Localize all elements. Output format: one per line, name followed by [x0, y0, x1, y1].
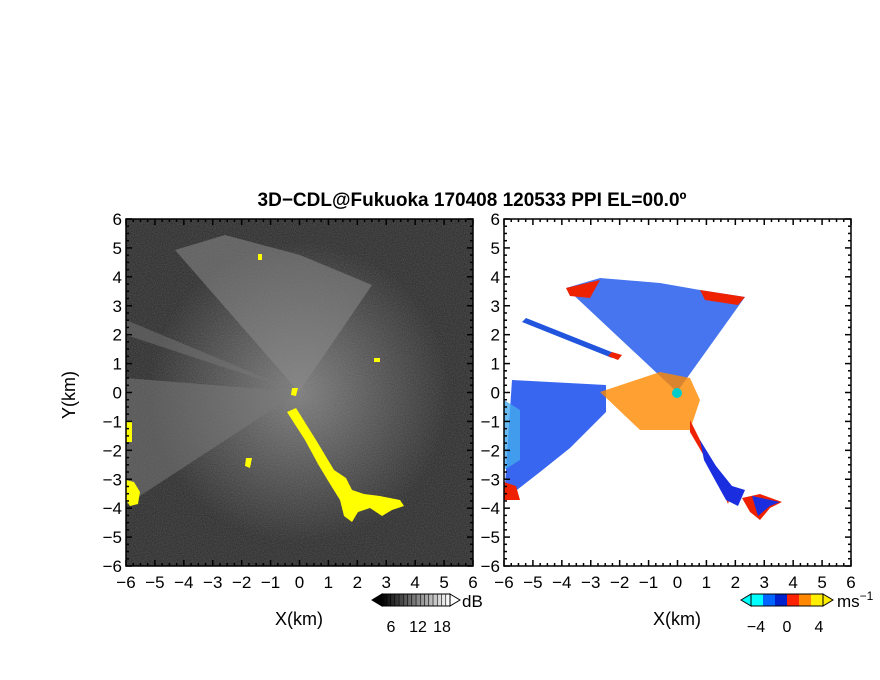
- velocity-colorbar-cells: [750, 593, 824, 607]
- velocity-colorbar-tick-label: 0: [783, 619, 792, 636]
- reflectivity-colorbar-tick-label: 18: [433, 619, 451, 636]
- reflectivity-colorbar-ticks: 6 12 18: [381, 594, 451, 636]
- velocity-colorbar-cell: [811, 594, 823, 606]
- velocity-x-tick-label: −5: [523, 573, 542, 592]
- reflectivity-axis-ticks: [125, 218, 474, 567]
- reflectivity-y-tick-label: −4: [103, 499, 122, 518]
- reflectivity-y-tick-label: 1: [113, 355, 122, 374]
- reflectivity-colorbar-tick-label: 6: [387, 619, 396, 636]
- velocity-colorbar-cell: [799, 594, 811, 606]
- velocity-y-tick-label: 6: [491, 210, 500, 229]
- velocity-y-tick-label: 3: [491, 297, 500, 316]
- reflectivity-colorbar: dB 6 12 18: [371, 592, 483, 636]
- reflectivity-y-tick-label: −3: [103, 470, 122, 489]
- velocity-region-west: [504, 380, 606, 500]
- highlight-echo: [126, 254, 404, 522]
- reflectivity-x-tick-label: 3: [382, 573, 391, 592]
- velocity-x-tick-label: 5: [817, 573, 826, 592]
- velocity-axis-ticks: [503, 218, 852, 567]
- reflectivity-x-axis-label: X(km): [275, 609, 323, 629]
- reflectivity-y-tick-label: 2: [113, 326, 122, 345]
- velocity-x-tick-label: 6: [846, 573, 855, 592]
- velocity-x-tick-label: −1: [639, 573, 658, 592]
- reflectivity-y-axis-label: Y(km): [59, 371, 79, 419]
- velocity-y-tick-label: −3: [481, 470, 500, 489]
- reflectivity-y-tick-label: 3: [113, 297, 122, 316]
- velocity-y-tick-label: 4: [491, 268, 500, 287]
- reflectivity-y-tick-label: −2: [103, 441, 122, 460]
- reflectivity-x-tick-label: 5: [439, 573, 448, 592]
- velocity-y-tick-label: 0: [491, 384, 500, 403]
- reflectivity-panel: −6 −5 −4 −3 −2 −1 0 1 2 3 4 5 6 6543210−1−2−3−4−5−6 …: [59, 210, 478, 629]
- reflectivity-y-tick-labels: 6 5 4 3 2 1 0 −1 −2 −3 −4 −5 −6: [103, 210, 122, 576]
- velocity-region-northwest-beam: [522, 318, 614, 358]
- velocity-colorbar: ms−1 −4 0 4: [740, 589, 874, 636]
- velocity-y-tick-label: −6: [481, 557, 500, 576]
- velocity-x-tick-labels: −6 −5 −4 −3 −2 −1 0 1 2 3 4 5 6: [494, 573, 855, 592]
- reflectivity-x-tick-labels: −6 −5 −4 −3 −2 −1 0 1 2 3 4 5 6: [116, 573, 477, 592]
- velocity-y-tick-label: 1: [491, 355, 500, 374]
- velocity-colorbar-cell: [751, 594, 763, 606]
- velocity-y-tick-label: −2: [481, 441, 500, 460]
- velocity-colorbar-unit-exponent: −1: [860, 589, 874, 603]
- reflectivity-y-tick-label: 5: [113, 239, 122, 258]
- reflectivity-y-tick-label: −1: [103, 412, 122, 431]
- velocity-colorbar-tick-label: −4: [747, 619, 765, 636]
- velocity-region-west-light: [504, 400, 520, 470]
- chart-title: 3D−CDL@Fukuoka 170408 120533 PPI EL=00.0…: [258, 190, 687, 211]
- reflectivity-colorbar-unit: dB: [462, 592, 483, 611]
- velocity-x-tick-label: 4: [788, 573, 797, 592]
- velocity-colorbar-ticks: −4 0 4: [747, 619, 824, 636]
- reflectivity-x-tick-label: 1: [324, 573, 333, 592]
- velocity-x-tick-label: −4: [552, 573, 571, 592]
- velocity-colorbar-unit: ms−1: [837, 589, 874, 611]
- reflectivity-x-tick-label: 4: [410, 573, 419, 592]
- echo-sector-west: [126, 378, 299, 505]
- reflectivity-colorbar-tick-label: 12: [409, 619, 427, 636]
- velocity-y-tick-labels: 6 5 4 3 2 1 0 −1 −2 −3 −4 −5 −6: [481, 210, 500, 576]
- reflectivity-x-tick-label: 6: [468, 573, 477, 592]
- velocity-y-tick-label: 5: [491, 239, 500, 258]
- reflectivity-x-tick-label: −6: [116, 573, 135, 592]
- radar-site-marker: [672, 388, 682, 398]
- velocity-region-center-orange: [600, 372, 700, 430]
- velocity-colorbar-tick-label: 4: [815, 619, 824, 636]
- velocity-x-tick-label: 0: [673, 573, 682, 592]
- reflectivity-x-tick-label: −4: [174, 573, 193, 592]
- reflectivity-x-tick-label: 0: [295, 573, 304, 592]
- velocity-x-tick-label: 3: [760, 573, 769, 592]
- reflectivity-y-tick-label: −5: [103, 528, 122, 547]
- reflectivity-x-tick-label: 2: [353, 573, 362, 592]
- reflectivity-y-tick-label: 6: [113, 210, 122, 229]
- reflectivity-x-tick-label: −2: [232, 573, 251, 592]
- reflectivity-x-tick-label: −1: [261, 573, 280, 592]
- reflectivity-x-tick-label: −3: [203, 573, 222, 592]
- velocity-x-tick-label: 2: [731, 573, 740, 592]
- reflectivity-x-tick-label: −5: [145, 573, 164, 592]
- velocity-x-tick-label: 1: [702, 573, 711, 592]
- echo-sector-north: [175, 235, 372, 392]
- doppler-velocity-panel: −6 −5 −4 −3 −2 −1 0 1 2 3 4 5 6 6543210−1−2−3−4−5−6 …: [481, 210, 856, 629]
- velocity-y-tick-label: −5: [481, 528, 500, 547]
- velocity-x-tick-label: −6: [494, 573, 513, 592]
- reflectivity-y-tick-label: 4: [113, 268, 122, 287]
- velocity-region-north: [566, 278, 745, 392]
- velocity-x-tick-label: −3: [581, 573, 600, 592]
- velocity-y-tick-label: −1: [481, 412, 500, 431]
- velocity-y-tick-label: 2: [491, 326, 500, 345]
- echo-sector-northwest: [126, 320, 299, 392]
- velocity-colorbar-cell: [787, 594, 799, 606]
- velocity-x-tick-label: −2: [610, 573, 629, 592]
- reflectivity-y-tick-label: 0: [113, 384, 122, 403]
- velocity-x-axis-label: X(km): [653, 609, 701, 629]
- velocity-region-blue-edges: [700, 440, 780, 516]
- velocity-y-tick-label: −4: [481, 499, 500, 518]
- velocity-colorbar-unit-base: ms: [837, 592, 860, 611]
- reflectivity-y-tick-label: −6: [103, 557, 122, 576]
- velocity-colorbar-cell: [763, 594, 775, 606]
- velocity-colorbar-cell: [775, 594, 787, 606]
